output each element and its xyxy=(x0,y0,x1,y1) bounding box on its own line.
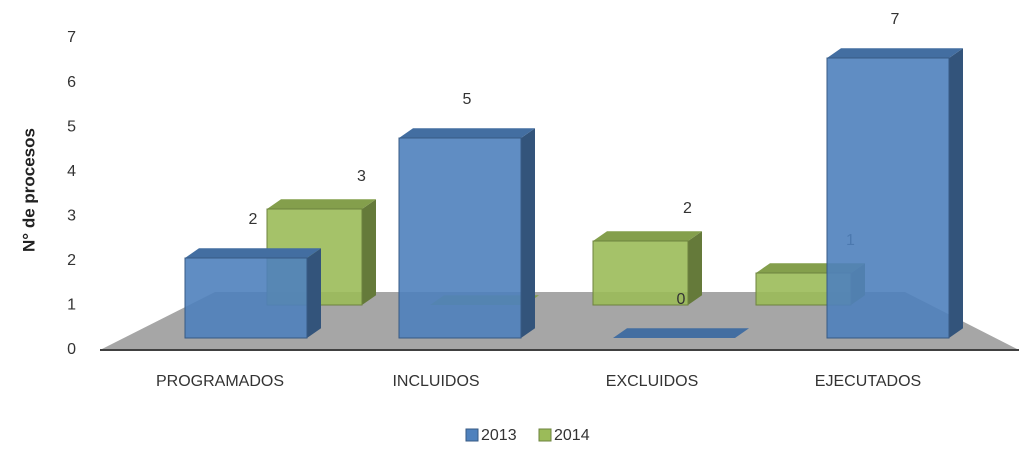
y-tick-label: 4 xyxy=(67,163,76,180)
bar-side xyxy=(307,248,321,338)
legend-label: 2013 xyxy=(481,427,517,444)
bar-top xyxy=(613,328,749,338)
bar xyxy=(592,231,702,306)
bar-front xyxy=(398,137,522,339)
bar-front xyxy=(184,257,308,339)
bar-side xyxy=(688,231,702,305)
y-tick-label: 5 xyxy=(67,118,76,135)
y-tick-label: 7 xyxy=(67,29,76,46)
data-label: 5 xyxy=(463,91,472,108)
bar-top xyxy=(185,248,321,258)
y-axis-label: N° de procesos xyxy=(19,128,38,252)
bar-top xyxy=(593,231,702,241)
legend-swatch xyxy=(465,428,479,442)
y-tick-label: 3 xyxy=(67,208,76,225)
x-tick-label: EXCLUIDOS xyxy=(606,373,698,390)
x-tick-label: EJECUTADOS xyxy=(815,373,921,390)
y-tick-label: 1 xyxy=(67,297,76,314)
data-label: 7 xyxy=(891,11,900,28)
bar-side xyxy=(521,128,535,338)
y-tick-label: 0 xyxy=(67,341,76,358)
legend-label: 2014 xyxy=(554,427,590,444)
bar xyxy=(184,248,321,339)
y-tick-label: 2 xyxy=(67,252,76,269)
floor xyxy=(100,292,1019,350)
data-label: 0 xyxy=(677,291,686,308)
bar xyxy=(826,48,963,339)
bar-top xyxy=(827,48,963,58)
x-tick-label: PROGRAMADOS xyxy=(156,373,284,390)
data-label: 2 xyxy=(249,211,258,228)
bar-front xyxy=(592,240,689,306)
data-label: 2 xyxy=(683,200,692,217)
bar-side xyxy=(362,199,376,305)
data-label: 3 xyxy=(357,168,366,185)
bar-front xyxy=(826,57,950,339)
bar-top xyxy=(267,199,376,209)
legend-swatch xyxy=(538,428,552,442)
bar xyxy=(613,328,749,338)
bar-top xyxy=(399,128,535,138)
y-tick-label: 6 xyxy=(67,74,76,91)
x-tick-label: INCLUIDOS xyxy=(392,373,479,390)
bar-side xyxy=(949,48,963,338)
bar xyxy=(398,128,535,339)
